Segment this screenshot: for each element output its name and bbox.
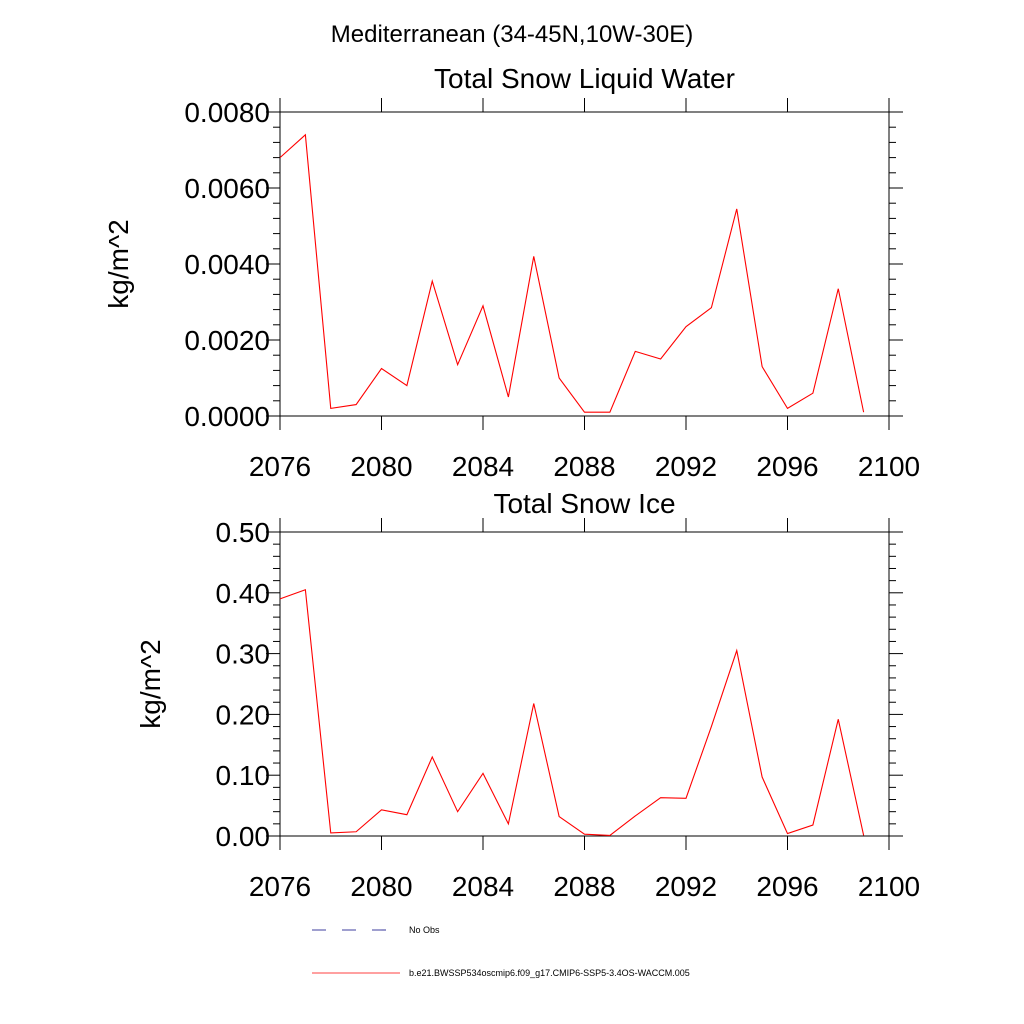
x-tick-label: 2080 bbox=[350, 451, 412, 482]
y-axis-label: kg/m^2 bbox=[103, 219, 134, 308]
legend-label-no-obs: No Obs bbox=[409, 925, 440, 935]
legend-label-model: b.e21.BWSSP534oscmip6.f09_g17.CMIP6-SSP5… bbox=[409, 968, 690, 978]
legend: No Obs b.e21.BWSSP534oscmip6.f09_g17.CMI… bbox=[312, 925, 690, 978]
x-tick-label: 2080 bbox=[350, 871, 412, 902]
y-tick-label: 0.0080 bbox=[184, 97, 270, 128]
y-tick-label: 0.30 bbox=[216, 639, 271, 670]
x-tick-label: 2092 bbox=[655, 451, 717, 482]
figure-title: Mediterranean (34-45N,10W-30E) bbox=[331, 21, 693, 48]
y-tick-label: 0.0060 bbox=[184, 173, 270, 204]
series-line bbox=[279, 589, 865, 836]
panel-snow-ice: Total Snow Ice kg/m^2 2076 2080 2084 2088 2092… bbox=[135, 488, 920, 902]
chart-title: Total Snow Liquid Water bbox=[434, 63, 735, 94]
panel-snow-liquid-water: Total Snow Liquid Water kg/m^2 2076 2080 208… bbox=[103, 63, 920, 482]
x-tick-label: 2100 bbox=[858, 871, 920, 902]
y-tick-label: 0.50 bbox=[216, 517, 271, 548]
y-axis-label: kg/m^2 bbox=[135, 639, 166, 728]
plot-frame bbox=[279, 531, 890, 837]
x-tick-label: 2088 bbox=[553, 451, 615, 482]
x-tick-label: 2084 bbox=[452, 871, 514, 902]
x-tick-label: 2076 bbox=[249, 871, 311, 902]
y-tick-label: 0.40 bbox=[216, 578, 271, 609]
x-tick-label: 2084 bbox=[452, 451, 514, 482]
y-tick-label: 0.10 bbox=[216, 760, 271, 791]
y-tick-label: 0.0000 bbox=[184, 401, 270, 432]
chart-title: Total Snow Ice bbox=[493, 488, 675, 519]
plot-frame bbox=[279, 111, 890, 417]
y-tick-label: 0.0040 bbox=[184, 249, 270, 280]
y-tick-label: 0.00 bbox=[216, 821, 271, 852]
x-tick-label: 2076 bbox=[249, 451, 311, 482]
x-tick-label: 2088 bbox=[553, 871, 615, 902]
x-tick-label: 2092 bbox=[655, 871, 717, 902]
series-line bbox=[279, 133, 865, 413]
y-tick-label: 0.0020 bbox=[184, 325, 270, 356]
x-tick-label: 2100 bbox=[858, 451, 920, 482]
y-tick-label: 0.20 bbox=[216, 699, 271, 730]
x-tick-label: 2096 bbox=[756, 871, 818, 902]
x-tick-label: 2096 bbox=[756, 451, 818, 482]
